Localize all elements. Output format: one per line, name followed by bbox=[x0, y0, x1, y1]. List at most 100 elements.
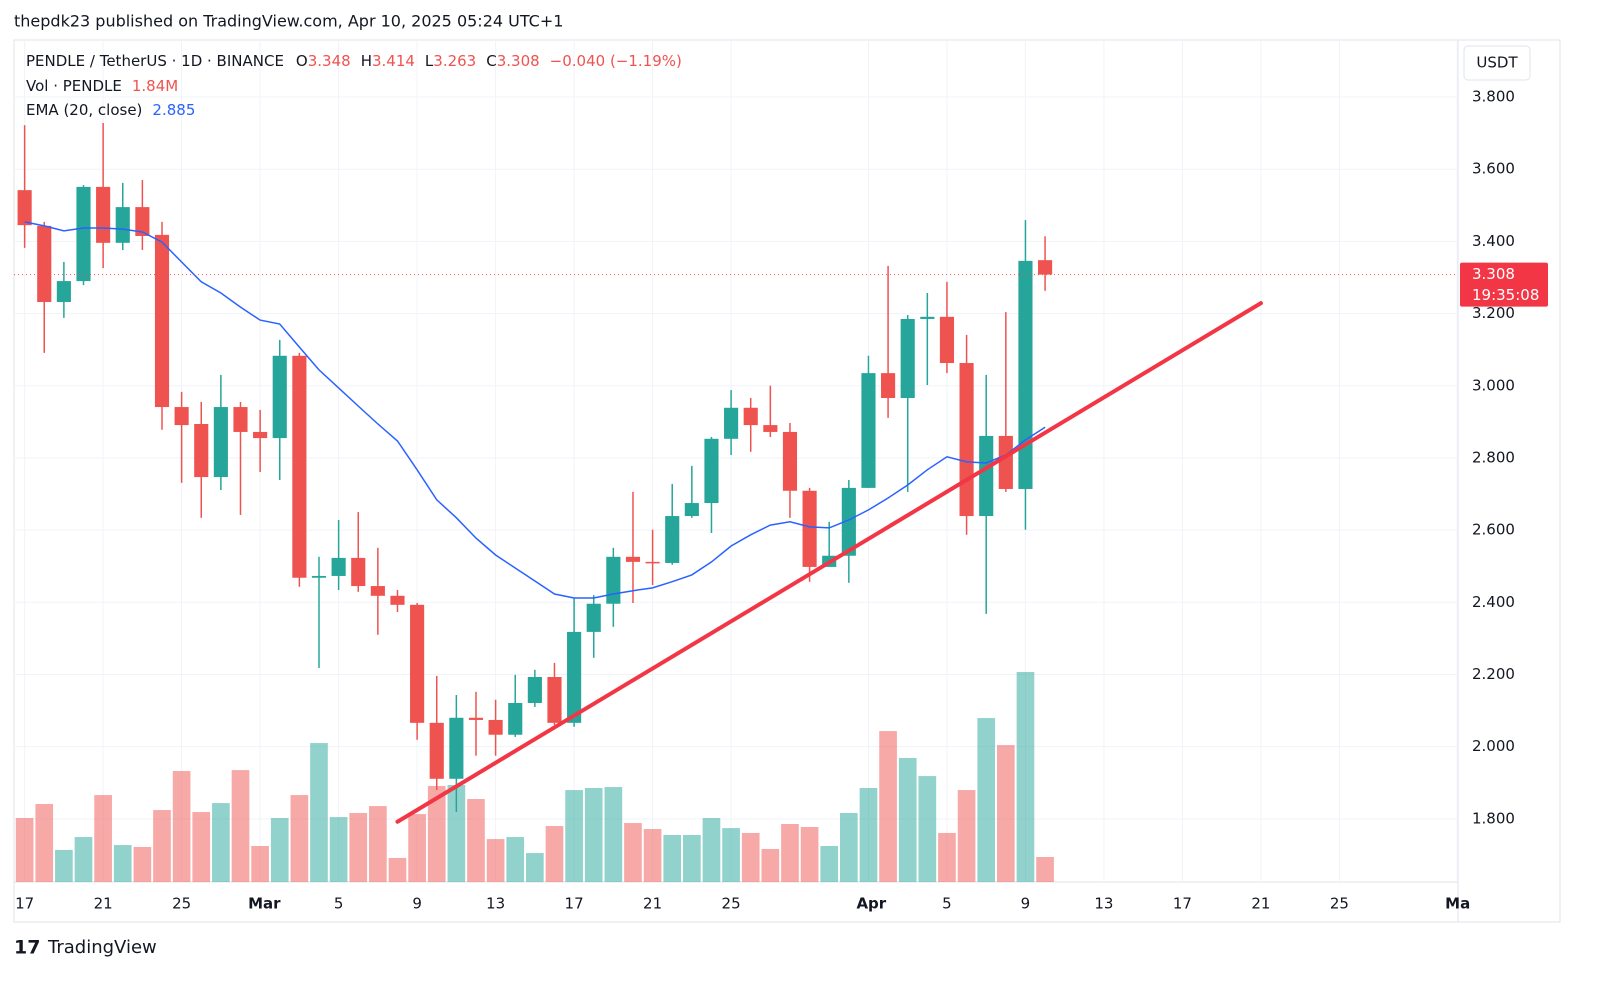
candle-body bbox=[213, 407, 228, 478]
volume-bar bbox=[172, 771, 191, 882]
volume-bar bbox=[565, 790, 583, 882]
candle bbox=[37, 221, 52, 353]
volume-bar bbox=[840, 812, 858, 882]
legend-title: PENDLE / TetherUS · 1D · BINANCE bbox=[26, 52, 284, 70]
volume-bar bbox=[722, 828, 740, 882]
candle-body bbox=[625, 556, 641, 562]
x-tick-label: 21 bbox=[1251, 895, 1270, 913]
candle-body bbox=[135, 207, 150, 236]
volume-bar bbox=[1036, 857, 1054, 882]
candle-body bbox=[743, 407, 758, 426]
candle bbox=[998, 312, 1013, 492]
candle bbox=[527, 669, 542, 707]
candle bbox=[900, 315, 915, 492]
candle-body bbox=[331, 557, 346, 576]
x-tick-label: 17 bbox=[15, 895, 34, 913]
x-tick-label: 21 bbox=[94, 895, 113, 913]
candle bbox=[802, 487, 817, 582]
currency-label[interactable]: USDT bbox=[1476, 54, 1518, 72]
candle-body bbox=[900, 318, 915, 399]
volume-bar bbox=[94, 795, 112, 882]
candle-body bbox=[861, 373, 876, 488]
candle bbox=[743, 398, 758, 452]
candle bbox=[390, 590, 405, 613]
candle-body bbox=[665, 516, 680, 563]
tv-logo: 𝟭𝟳 TradingView bbox=[14, 937, 157, 959]
volume-bar bbox=[35, 804, 54, 882]
volume-bar bbox=[624, 823, 642, 882]
legend-key: H bbox=[361, 52, 372, 70]
trend-line bbox=[395, 301, 1263, 824]
x-tick-label: 25 bbox=[722, 895, 741, 913]
candle-body bbox=[410, 604, 425, 723]
volume-bar bbox=[800, 826, 819, 882]
volume-bar bbox=[369, 806, 387, 882]
candle-body bbox=[567, 631, 582, 723]
volume-bar bbox=[898, 757, 917, 882]
candle-body bbox=[979, 435, 994, 517]
publisher-note: thepdk23 published on TradingView.com, A… bbox=[14, 12, 563, 31]
volume-bar bbox=[113, 845, 132, 882]
candle bbox=[625, 491, 641, 604]
volume-bar bbox=[702, 818, 721, 882]
candle-body bbox=[351, 557, 366, 587]
ema-line bbox=[24, 221, 1046, 599]
volume-bar bbox=[506, 837, 525, 882]
candle-body bbox=[704, 438, 719, 504]
volume-bar bbox=[408, 814, 426, 882]
volume-bar bbox=[741, 832, 760, 882]
volume-bar bbox=[604, 787, 623, 882]
volume-bar bbox=[879, 731, 897, 882]
volume-bar bbox=[957, 790, 976, 882]
volume-bar bbox=[938, 832, 956, 882]
candle bbox=[586, 595, 601, 658]
y-tick-label: 2.800 bbox=[1472, 448, 1515, 466]
volume-bar bbox=[859, 788, 878, 882]
legend-ema-name: EMA (20, close) bbox=[26, 101, 142, 119]
volume-bar bbox=[212, 803, 230, 882]
candle-body bbox=[527, 677, 542, 703]
candle bbox=[508, 674, 523, 737]
candle bbox=[233, 401, 248, 515]
candle bbox=[272, 339, 287, 480]
candle-body bbox=[56, 281, 71, 303]
y-tick-label: 2.600 bbox=[1472, 521, 1515, 539]
y-tick-label: 2.000 bbox=[1472, 737, 1515, 755]
candle bbox=[76, 185, 91, 286]
volume-bar bbox=[349, 812, 368, 882]
volume-bar bbox=[486, 839, 505, 882]
y-tick-label: 3.800 bbox=[1472, 88, 1515, 106]
volume-bar bbox=[545, 826, 564, 882]
candle bbox=[861, 355, 876, 488]
legend-value: 3.348 bbox=[308, 52, 351, 70]
candle bbox=[174, 391, 189, 483]
volume-bar bbox=[153, 810, 171, 882]
candle-body bbox=[1038, 260, 1053, 275]
candle bbox=[1018, 220, 1033, 530]
volume-bar bbox=[996, 745, 1015, 882]
candle-body bbox=[998, 435, 1013, 489]
volume-bar bbox=[584, 788, 603, 882]
candle bbox=[213, 374, 228, 491]
candle-body bbox=[292, 355, 307, 578]
volume-bar bbox=[192, 812, 211, 882]
legend-volume-name: Vol · PENDLE bbox=[26, 77, 122, 95]
candle-body bbox=[76, 186, 91, 282]
volume-bar bbox=[643, 829, 662, 882]
x-tick-label: 25 bbox=[172, 895, 191, 913]
candle bbox=[154, 221, 170, 430]
y-tick-label: 3.400 bbox=[1472, 232, 1515, 250]
candle bbox=[253, 409, 268, 473]
candle-body bbox=[645, 561, 660, 564]
volume-bar bbox=[663, 835, 682, 882]
candle bbox=[194, 401, 209, 518]
x-tick-label: Mar bbox=[248, 895, 281, 913]
candle-body bbox=[233, 407, 248, 432]
candle-body bbox=[194, 424, 209, 478]
candle bbox=[704, 436, 719, 534]
legend-key: L bbox=[425, 52, 434, 70]
x-tick-label: 13 bbox=[486, 895, 505, 913]
candle-body bbox=[724, 407, 739, 439]
candle bbox=[468, 691, 484, 756]
currency-box[interactable] bbox=[1463, 45, 1531, 81]
